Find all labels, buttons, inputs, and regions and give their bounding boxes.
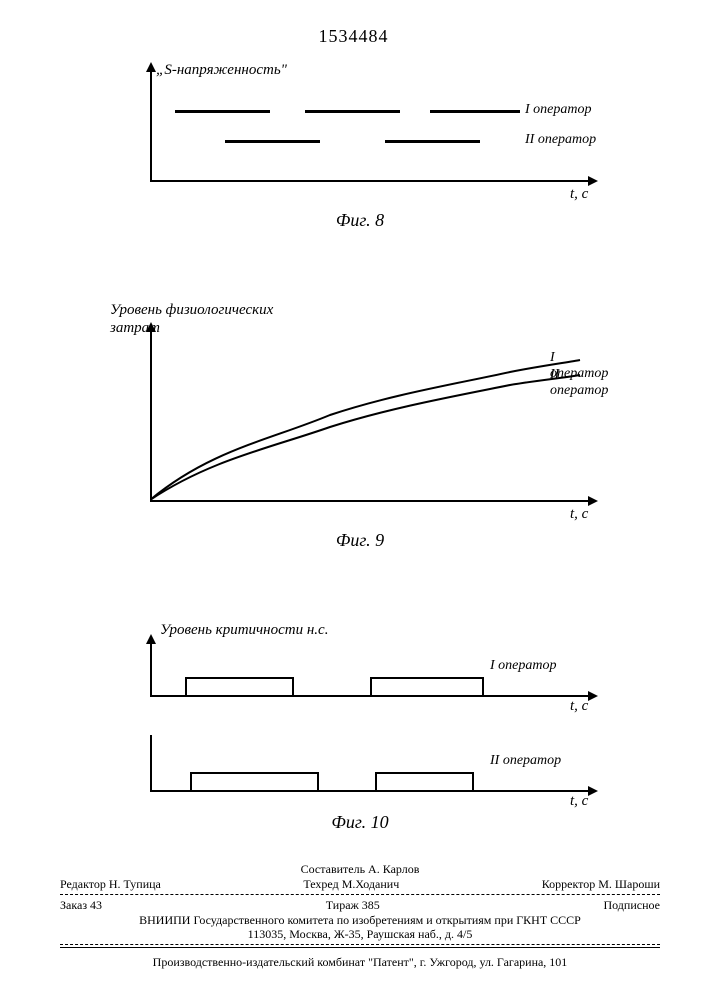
footer-printer: Производственно-издательский комбинат "П… xyxy=(60,955,660,970)
fig8-op1-seg xyxy=(430,110,520,113)
fig9-xlabel: t, с xyxy=(570,506,588,523)
footer-org2: 113035, Москва, Ж-35, Раушская наб., д. … xyxy=(60,927,660,942)
fig10-xlabel2: t, с xyxy=(570,793,588,810)
footer-techred: Техред М.Ходанич xyxy=(303,877,399,892)
footer-divider xyxy=(60,947,660,948)
fig10-ylabel: Уровень критичности н.с. xyxy=(160,622,328,639)
footer-divider xyxy=(60,894,660,895)
footer-circulation: Тираж 385 xyxy=(326,898,380,913)
fig10-op2-label: II оператор xyxy=(490,753,561,769)
fig10-xlabel1: t, с xyxy=(570,698,588,715)
axis-y xyxy=(150,735,152,790)
fig8-op1-label: I оператор xyxy=(525,102,592,118)
footer-editor: Редактор Н. Тупица xyxy=(60,877,161,892)
axis-y xyxy=(150,640,152,695)
fig8-ylabel: „S-напряженность" xyxy=(156,62,287,79)
figure-9: Уровень физиологических затрат I операто… xyxy=(120,330,600,570)
axis-x-arrow xyxy=(588,691,598,701)
footer-compiler: Составитель А. Карлов xyxy=(60,862,660,877)
axis-y xyxy=(150,70,152,180)
fig10-op2-pulse xyxy=(375,772,474,792)
fig9-curve-op1 xyxy=(150,360,580,500)
footer-subscription: Подписное xyxy=(603,898,660,913)
fig8-op1-seg xyxy=(305,110,400,113)
axis-x-arrow xyxy=(588,786,598,796)
footer-divider xyxy=(60,944,660,945)
fig10-op1-pulse xyxy=(370,677,484,697)
fig9-curves xyxy=(150,330,590,502)
figure-10: Уровень критичности н.с. I оператор t, с… xyxy=(120,640,600,850)
axis-x-arrow xyxy=(588,176,598,186)
document-number: 1534484 xyxy=(0,26,707,47)
fig10-op1-pulse xyxy=(185,677,294,697)
fig9-caption: Фиг. 9 xyxy=(120,530,600,551)
footer-corrector: Корректор М. Шароши xyxy=(542,877,660,892)
fig10-caption: Фиг. 10 xyxy=(120,812,600,833)
fig10-op2-pulse xyxy=(190,772,319,792)
fig8-op2-seg xyxy=(385,140,480,143)
figure-8: „S-напряженность" I оператор II оператор… xyxy=(120,70,600,240)
footer-order: Заказ 43 xyxy=(60,898,102,913)
fig8-caption: Фиг. 8 xyxy=(120,210,600,231)
fig9-op2-label: II оператор xyxy=(550,367,608,399)
axis-x xyxy=(150,180,590,182)
fig10-op1-label: I оператор xyxy=(490,658,557,674)
fig8-op2-seg xyxy=(225,140,320,143)
footer-org1: ВНИИПИ Государственного комитета по изоб… xyxy=(60,913,660,928)
fig8-op1-seg xyxy=(175,110,270,113)
fig8-xlabel: t, с xyxy=(570,186,588,203)
fig9-curve-op2 xyxy=(150,375,580,500)
fig8-op2-label: II оператор xyxy=(525,132,596,148)
fig9-ylabel1: Уровень физиологических xyxy=(110,302,273,319)
